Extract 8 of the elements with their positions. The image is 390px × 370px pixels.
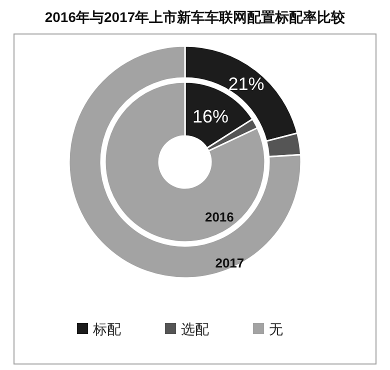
legend-label: 选配: [181, 321, 209, 337]
legend-label: 标配: [92, 321, 121, 337]
data-label: 21%: [228, 74, 264, 94]
data-label: 16%: [192, 106, 229, 127]
legend-label: 无: [269, 321, 283, 337]
chart-title: 2016年与2017年上市新车车联网配置标配率比较: [44, 9, 346, 25]
slice-label: 2016: [204, 210, 234, 225]
slice-label: 2017: [215, 255, 244, 270]
